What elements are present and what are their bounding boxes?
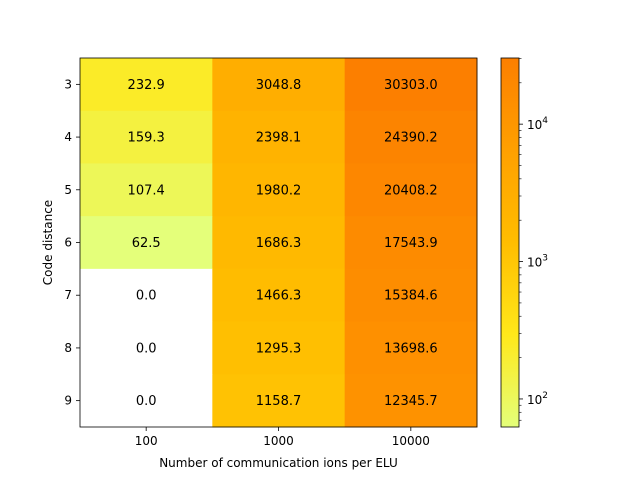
y-tick-label: 6 [64,236,72,250]
x-axis-label: Number of communication ions per ELU [159,456,398,470]
x-tick-label: 10000 [392,434,430,448]
y-tick-label: 5 [64,183,72,197]
heatmap-cell [212,110,346,164]
cell-value-label: 3048.8 [256,78,302,93]
heatmap-cell [212,216,346,270]
cell-value-label: 20408.2 [384,183,438,198]
heatmap-cell [80,268,213,323]
heatmap-cell [344,163,478,217]
cell-value-label: 232.9 [128,78,165,93]
cell-value-label: 24390.2 [384,131,438,146]
heatmap-cell-labels: 232.9 3048.8 30303.0 159.3 2398.1 24390.2 107.… [128,78,438,409]
x-tick-label: 1000 [263,434,294,448]
y-tick-label: 8 [64,341,72,355]
y-tick-label: 7 [64,288,72,302]
colorbar-tick-label: 104 [527,116,548,132]
heatmap-cell [212,268,346,323]
y-axis-label: Code distance [41,200,55,285]
cell-value-label: 2398.1 [256,131,302,146]
heatmap-cells [80,58,478,428]
cell-value-label: 12345.7 [384,394,438,409]
cell-value-label: 1980.2 [256,183,302,198]
heatmap-cell [344,374,478,428]
heatmap-cell [80,163,213,217]
heatmap-cell [344,268,478,323]
cell-value-label: 1686.3 [256,236,302,251]
cell-value-label: 13698.6 [384,341,438,356]
cell-value-label: 107.4 [128,183,165,198]
y-tick-label: 4 [64,130,72,144]
colorbar-tick-label: 103 [527,254,548,270]
colorbar-tick-label: 102 [527,391,548,407]
colorbar [500,57,520,428]
heatmap-cell [80,58,213,112]
x-tick-label: 100 [135,434,158,448]
cell-value-label: 15384.6 [384,289,438,304]
heatmap-cell [80,216,213,270]
cell-value-label: 30303.0 [384,78,438,93]
cell-value-label: 0.0 [136,341,157,356]
heatmap-cell [80,321,213,375]
x-axis: 100 1000 10000 [135,427,430,448]
y-axis: 3 4 5 6 7 8 9 [64,77,80,408]
cell-value-label: 1295.3 [256,341,302,356]
heatmap-cell [212,321,346,375]
heatmap-cell [344,216,478,270]
cell-value-label: 0.0 [136,289,157,304]
heatmap-cell [344,321,478,375]
heatmap-cell [212,374,346,428]
cell-value-label: 1466.3 [256,289,302,304]
heatmap-cell [344,110,478,164]
heatmap-cell [212,163,346,217]
heatmap-cell [344,58,478,112]
colorbar-ticks: 102 103 104 [519,58,548,421]
cell-value-label: 0.0 [136,394,157,409]
cell-value-label: 159.3 [128,131,165,146]
y-tick-label: 3 [64,77,72,91]
cell-value-label: 62.5 [132,236,161,251]
heatmap-cell [80,374,213,428]
heatmap-cell [212,58,346,112]
cell-value-label: 17543.9 [384,236,438,251]
y-tick-label: 9 [64,394,72,408]
heatmap-cell [80,110,213,164]
cell-value-label: 1158.7 [256,394,302,409]
